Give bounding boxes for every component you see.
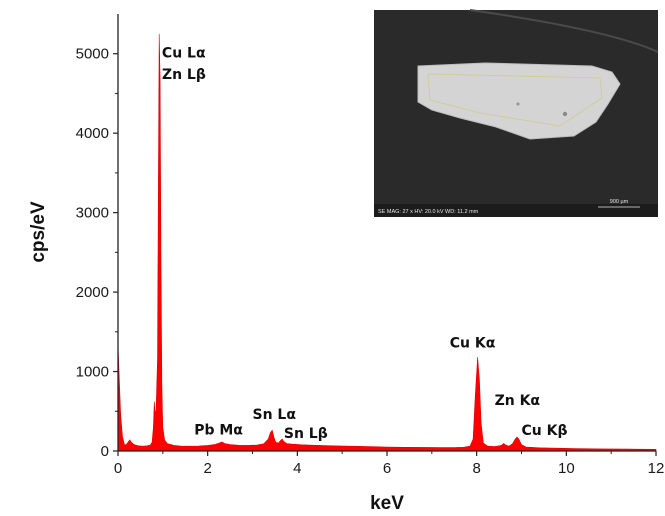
spectrum-area (117, 33, 657, 452)
peak-label: Sn Lα (253, 407, 297, 423)
y-tick-label: 0 (101, 443, 109, 460)
x-tick-label: 10 (558, 460, 575, 477)
x-tick-label: 2 (203, 460, 211, 477)
x-tick-label: 6 (383, 460, 391, 477)
x-tick-label: 12 (648, 460, 665, 477)
plot-area (117, 33, 657, 452)
sem-scale-label: 900 µm (610, 199, 629, 205)
peak-label: Cu Kβ (522, 423, 568, 439)
peak-label: Cu Lα (162, 46, 206, 62)
y-tick-label: 3000 (76, 205, 109, 222)
peak-label: Pb Mα (194, 422, 243, 438)
sem-caption: SE MAG: 27 x HV: 20.0 kV WD: 11.2 mm (378, 209, 479, 215)
sem-background-arc (469, 9, 659, 53)
y-axis-title: cps/eV (28, 201, 49, 263)
peak-label: Zn Lβ (162, 67, 206, 83)
peak-label: Cu Kα (450, 336, 496, 352)
x-tick-label: 4 (293, 460, 301, 477)
y-tick-label: 5000 (76, 46, 109, 63)
y-tick-label: 2000 (76, 284, 109, 301)
sem-selection-outline (427, 73, 603, 127)
y-tick-label: 4000 (76, 125, 109, 142)
sem-dark-spot (562, 111, 568, 117)
peak-label: Sn Lβ (284, 426, 328, 442)
sem-info-bar (374, 204, 658, 217)
ticks: 0 2 4 6 8 10 12 0 1000 2000 3000 4000 5000 (76, 46, 665, 477)
peak-annotations: Cu Lα Zn Lβ Pb Mα Sn Lα Sn Lβ Cu Kα Zn Kα Cu Kβ (162, 46, 568, 442)
x-tick-label: 0 (114, 460, 122, 477)
y-tick-label: 1000 (76, 364, 109, 381)
peak-label: Zn Kα (495, 393, 541, 409)
sem-inset: SE MAG: 27 x HV: 20.0 kV WD: 11.2 mm 900… (374, 9, 659, 217)
sem-dark-spot (516, 102, 520, 106)
x-tick-label: 8 (472, 460, 480, 477)
x-axis-title: keV (370, 493, 404, 514)
